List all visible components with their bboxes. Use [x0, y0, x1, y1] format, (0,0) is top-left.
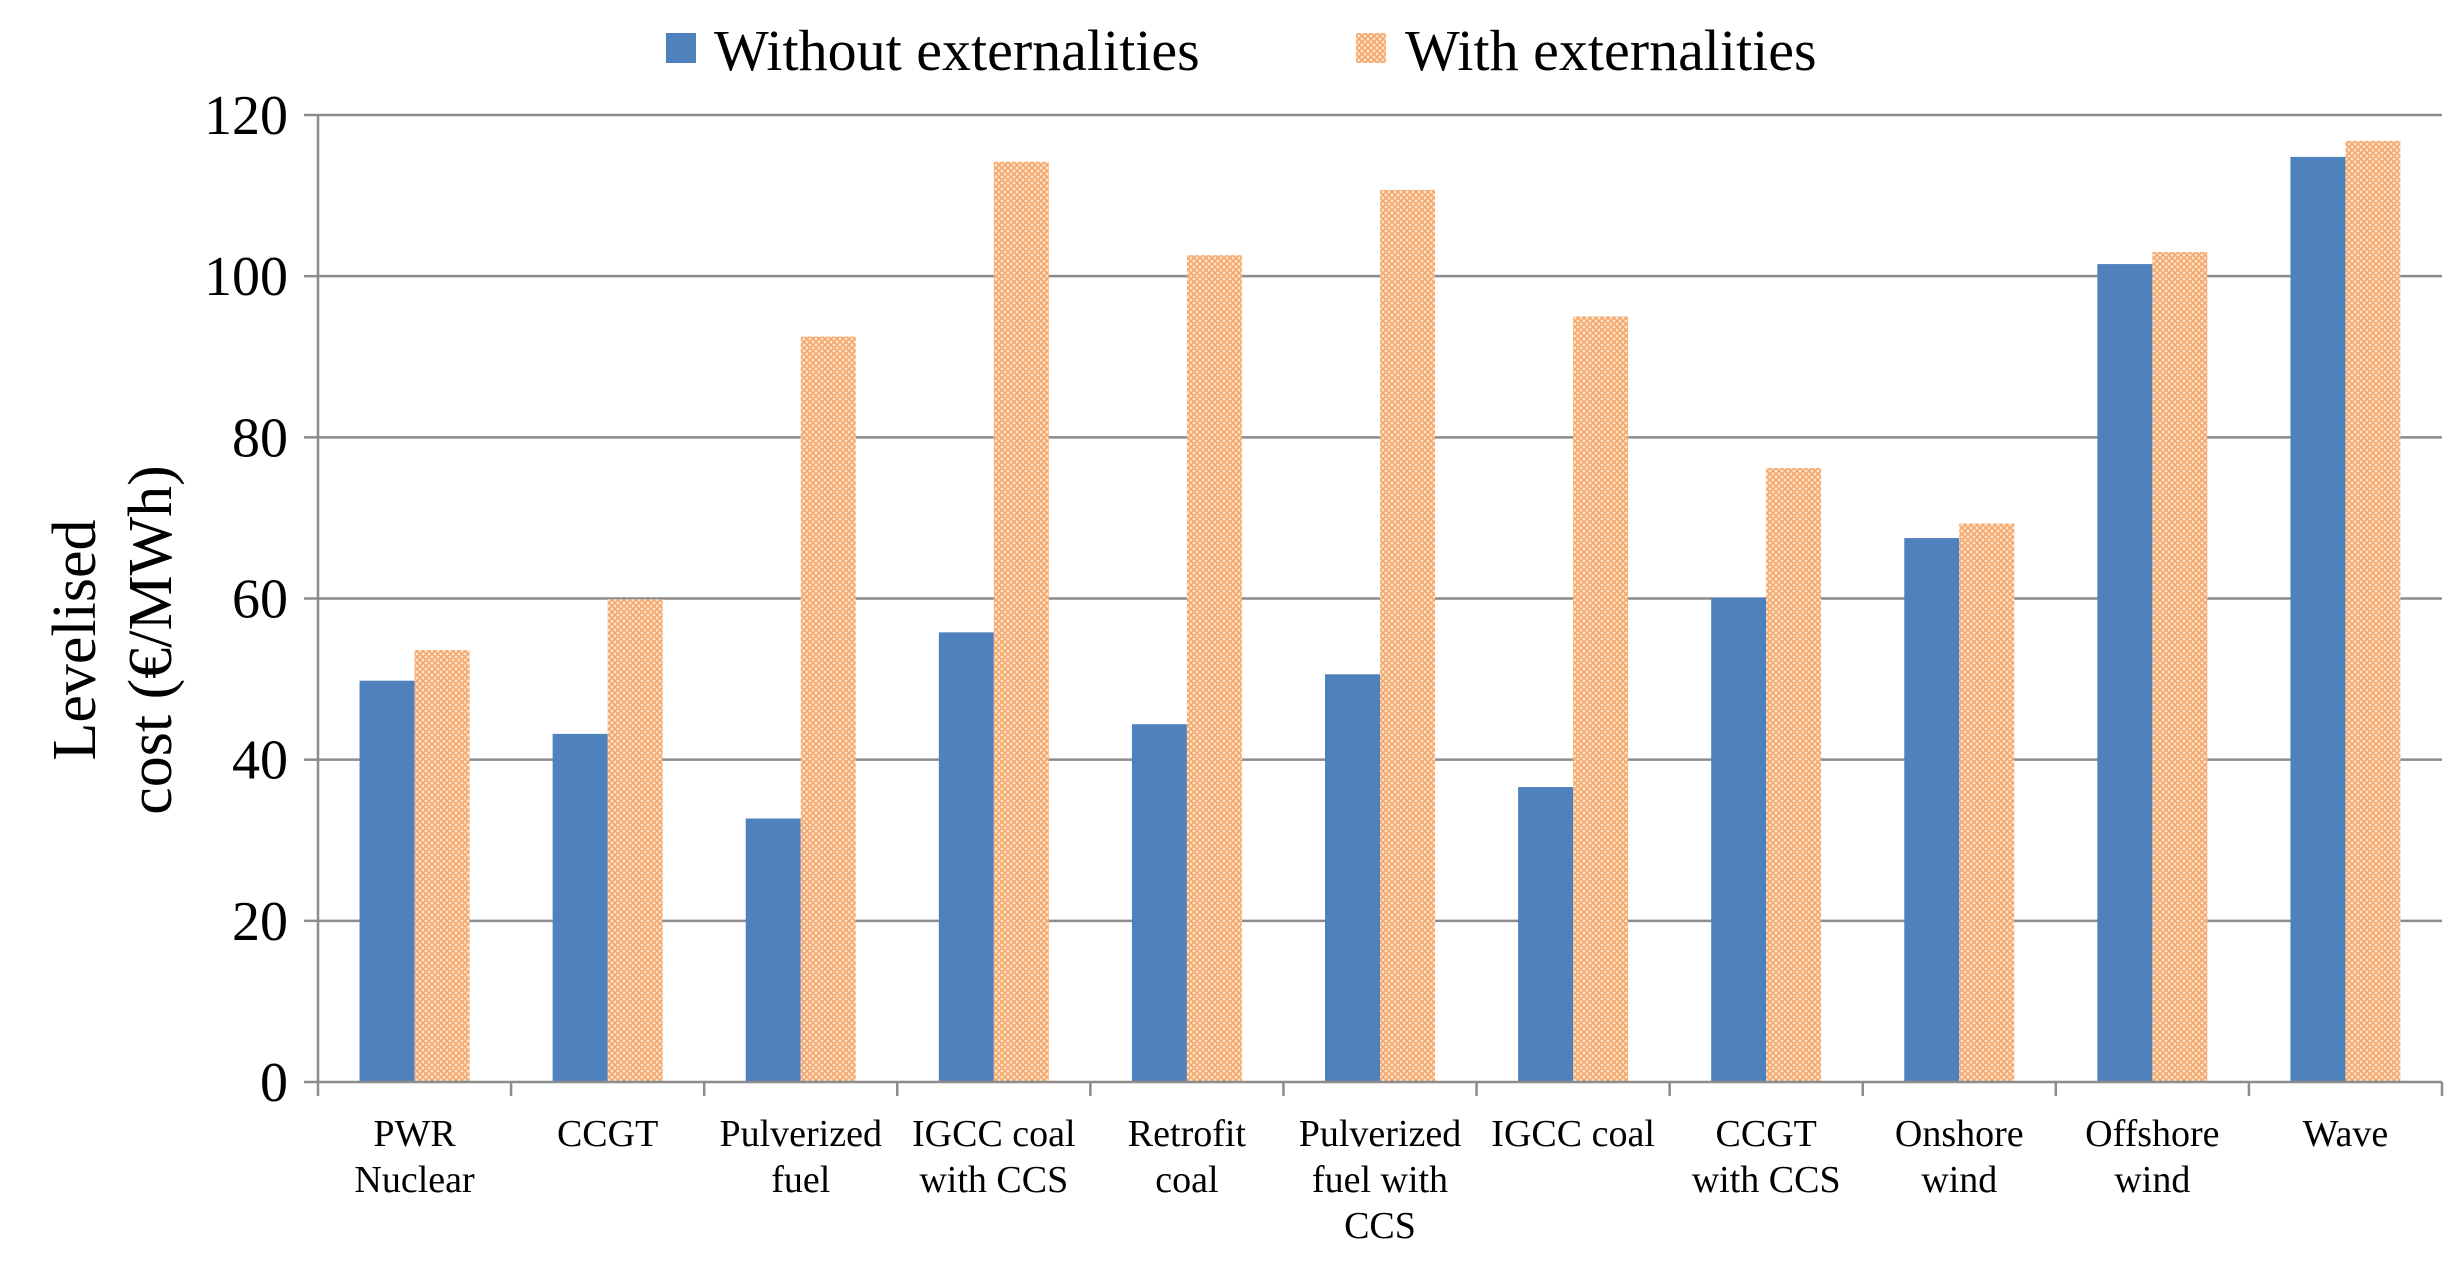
legend: Without externalities With externalities	[666, 18, 1817, 83]
y-tick-label: 60	[232, 569, 288, 631]
bar-without-0	[359, 680, 415, 1082]
y-tick-label: 120	[204, 85, 288, 147]
bar-without-3	[938, 632, 994, 1082]
bar-without-9	[2097, 264, 2153, 1082]
y-tick-label: 80	[232, 407, 288, 469]
bar-with-10	[2345, 140, 2401, 1082]
x-tick-label: Offshore	[2085, 1113, 2219, 1155]
bar-without-1	[552, 733, 608, 1082]
y-tick-label: 40	[232, 730, 288, 792]
y-axis-label-line-2: cost (€/MWh)	[117, 465, 185, 815]
x-tick-label: Pulverized	[1299, 1113, 1462, 1155]
axes	[316, 115, 2444, 1096]
legend-swatch-with	[1356, 33, 1386, 63]
bars	[359, 140, 2401, 1083]
y-tick-label: 20	[232, 891, 288, 953]
x-tick-label: PWR	[373, 1113, 456, 1155]
x-tick-label: fuel with	[1312, 1159, 1448, 1201]
y-tick-label: 100	[204, 246, 288, 308]
bar-with-6	[1573, 316, 1629, 1082]
x-tick-label: Retrofit	[1128, 1113, 1247, 1155]
bar-without-4	[1131, 724, 1187, 1082]
bar-with-5	[1380, 189, 1435, 1082]
x-tick-label: Pulverized	[719, 1113, 882, 1155]
y-axis-label-line-1: Levelised	[41, 519, 109, 760]
bar-with-7	[1766, 467, 1822, 1083]
x-tick-label: Onshore	[1895, 1113, 2024, 1155]
legend-swatch-without	[666, 33, 696, 63]
bar-without-2	[745, 818, 801, 1082]
x-tick-label: coal	[1155, 1159, 1218, 1201]
x-tick-label: CCGT	[1716, 1113, 1817, 1155]
x-tick-label: Nuclear	[354, 1159, 475, 1201]
bar-without-6	[1518, 787, 1574, 1082]
bar-with-4	[1186, 255, 1242, 1083]
x-tick-label: wind	[1921, 1159, 1997, 1201]
bar-with-3	[993, 161, 1049, 1082]
x-tick-label: fuel	[771, 1159, 830, 1201]
bar-without-10	[2290, 156, 2346, 1083]
x-tick-label: CCGT	[557, 1113, 658, 1155]
legend-label-with: With externalities	[1405, 18, 1817, 83]
x-tick-label: IGCC coal	[1491, 1113, 1655, 1155]
x-tick-label: with CCS	[1692, 1159, 1841, 1201]
bar-with-8	[1959, 523, 2015, 1082]
y-axis-ticks: 0 20 40 60 80 100 120	[204, 85, 318, 1114]
bar-with-2	[800, 336, 856, 1083]
y-axis-label: Levelised cost (€/MWh)	[41, 465, 185, 815]
x-tick-label: CCS	[1344, 1205, 1416, 1247]
bar-with-1	[607, 599, 663, 1082]
bar-without-5	[1325, 674, 1380, 1082]
y-tick-label: 0	[260, 1052, 288, 1114]
x-tick-label: IGCC coal	[912, 1113, 1076, 1155]
bar-with-0	[414, 650, 470, 1082]
bar-without-7	[1711, 597, 1767, 1082]
legend-label-without: Without externalities	[714, 18, 1200, 83]
x-tick-label: with CCS	[919, 1159, 1068, 1201]
bar-with-9	[2152, 251, 2208, 1082]
x-tick-label: Wave	[2303, 1113, 2389, 1155]
x-tick-label: wind	[2114, 1159, 2190, 1201]
bar-without-8	[1904, 538, 1960, 1082]
